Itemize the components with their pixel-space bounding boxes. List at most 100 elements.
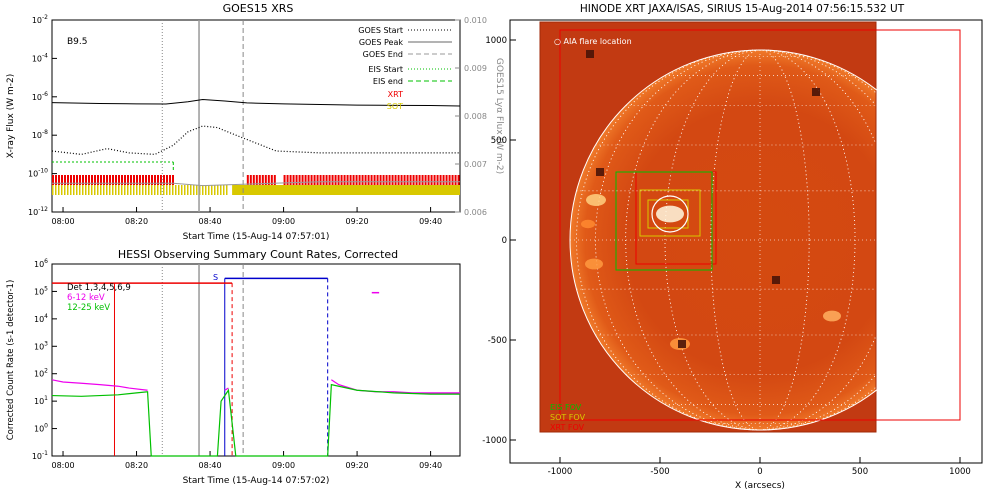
sot-observation-tick <box>208 185 210 195</box>
xrt-observation-tick <box>427 175 430 185</box>
goes-class-label: B9.5 <box>67 37 88 47</box>
goes-legend-label: GOES Start <box>358 26 403 35</box>
goes-event-lines <box>52 20 244 212</box>
xrt-fov-box <box>559 29 961 421</box>
tick-base: 10 <box>34 315 44 324</box>
hessi-panel: HESSI Observing Summary Count Rates, Cor… <box>6 248 461 486</box>
goes-ylabel: X-ray Flux (W m-2) <box>6 74 16 158</box>
xrt-observation-tick <box>283 175 286 185</box>
sot-observation-tick <box>175 185 177 195</box>
sot-observation-tick <box>106 185 108 195</box>
xray-long-series <box>51 99 461 107</box>
tick-base: 10 <box>34 342 44 351</box>
xrt-observation-tick <box>349 175 352 185</box>
sot-observation-tick <box>220 185 222 195</box>
flare-circle-glyph: ○ <box>554 37 564 46</box>
xrt-observation-tick <box>151 175 153 185</box>
xrt-observation-tick <box>118 175 120 185</box>
xrt-observation-tick <box>358 175 361 185</box>
xrt-x-ticks: -1000 -500 0 500 1000 <box>548 457 971 477</box>
bright-region <box>581 219 595 229</box>
sot-observation-tick <box>223 185 225 195</box>
sot-observation-tick <box>154 185 156 195</box>
xrt-observation-tick <box>139 175 141 185</box>
xrt-legend-eis: EIS FOV <box>550 403 582 412</box>
xrt-observation-tick <box>94 175 96 185</box>
sot-observation-tick <box>94 185 96 195</box>
xrt-observation-tick <box>270 175 273 185</box>
xray-short-series <box>51 125 460 156</box>
xrt-legend-flare-label: AIA flare location <box>564 37 632 46</box>
count-rate-series <box>216 388 237 457</box>
xrt-observation-tick <box>307 175 310 185</box>
xrt-observation-tick <box>145 175 147 185</box>
tick-base: 10 <box>34 425 44 434</box>
aia-flare-marker <box>651 195 689 233</box>
xrt-observation-tick <box>64 175 66 185</box>
xrt-observation-tick <box>424 175 427 185</box>
sot-observation-tick <box>64 185 66 195</box>
tick-exponent: -12 <box>38 206 48 213</box>
y-tick-label: 10-4 <box>32 52 48 63</box>
xrt-observation-tick <box>154 175 156 185</box>
xrt-observation-tick <box>264 175 267 185</box>
y-right-tick-label: 0.007 <box>464 160 487 169</box>
sot-observation-tick <box>142 185 144 195</box>
tick-exponent: -8 <box>42 129 48 136</box>
xrt-panel: HINODE XRT JAXA/ISAS, SIRIUS 15-Aug-2014… <box>482 3 983 491</box>
y-tick-label: 0 <box>502 236 507 246</box>
xrt-observation-tick <box>367 175 370 185</box>
tick-base: 10 <box>34 260 44 269</box>
dark-spot <box>596 168 604 176</box>
xrt-observation-tick <box>301 175 304 185</box>
sot-observation-tick <box>181 185 183 195</box>
sot-observation-tick <box>73 185 75 195</box>
fov-boxes <box>559 29 961 421</box>
sot-observation-tick <box>127 185 129 195</box>
sot-observation-tick <box>67 185 69 195</box>
y-tick-label: 500 <box>491 136 507 146</box>
xrt-legend-xrt: XRT FOV <box>550 423 585 432</box>
goes-legend-label: XRT <box>388 90 403 99</box>
xrt-observation-tick <box>255 175 258 185</box>
sot-observation-tick <box>145 185 147 195</box>
xrt-observation-tick <box>258 175 261 185</box>
x-tick-label: 09:20 <box>346 217 369 226</box>
sot-observation-tick <box>88 185 90 195</box>
xrt-observation-tick <box>457 175 460 185</box>
xrt-observation-tick <box>136 175 138 185</box>
x-tick-label: 08:20 <box>125 461 148 470</box>
sot-observation-tick <box>136 185 138 195</box>
xrt-observation-tick <box>310 175 313 185</box>
xrt-observation-tick <box>448 175 451 185</box>
sot-observation-tick <box>109 185 111 195</box>
sot-observation-tick <box>82 185 84 195</box>
lya-flux-series <box>52 181 460 187</box>
xrt-observation-tick <box>442 175 445 185</box>
sot-observation-tick <box>187 185 189 195</box>
sot-observation-tick <box>112 185 114 195</box>
longitude-line <box>664 49 856 431</box>
sot-observation-tick <box>91 185 93 195</box>
xrt-observation-tick <box>421 175 424 185</box>
sot-observation-tick <box>61 185 63 195</box>
xrt-observation-tick <box>418 175 421 185</box>
xrt-observation-tick <box>361 175 364 185</box>
xrt-observation-tick <box>451 175 454 185</box>
sot-observation-tick <box>130 185 132 195</box>
sot-observation-tick <box>124 185 126 195</box>
x-tick-label: 08:20 <box>125 217 148 226</box>
xrt-observation-tick <box>412 175 415 185</box>
xrt-image-border <box>539 21 877 433</box>
sot-fov-box <box>639 189 701 237</box>
xrt-observation-tick <box>436 175 439 185</box>
tick-base: 10 <box>28 208 38 217</box>
xrt-observation-tick <box>397 175 400 185</box>
sot-observation-tick <box>163 185 165 195</box>
xrt-observation-tick <box>403 175 406 185</box>
xrt-observation-tick <box>364 175 367 185</box>
goes-ylabel-right: GOES15 Lyα Flux (W m-2) <box>494 58 504 174</box>
